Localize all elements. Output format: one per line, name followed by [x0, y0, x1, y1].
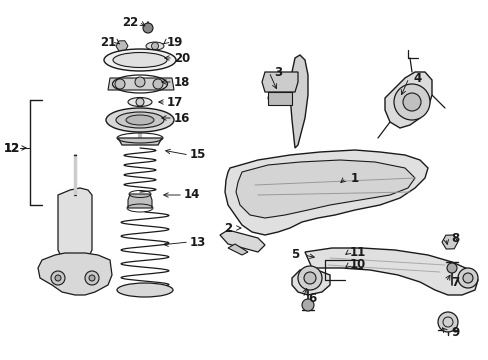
Text: 5: 5	[290, 248, 299, 261]
Text: 22: 22	[122, 15, 138, 28]
Text: 6: 6	[307, 292, 315, 305]
Text: 11: 11	[349, 246, 366, 258]
Polygon shape	[291, 248, 477, 295]
Circle shape	[437, 312, 457, 332]
Circle shape	[284, 94, 291, 102]
Text: 16: 16	[173, 112, 190, 125]
Circle shape	[142, 23, 153, 33]
Text: 19: 19	[166, 36, 183, 49]
Ellipse shape	[106, 108, 174, 132]
Circle shape	[89, 275, 95, 281]
Text: 4: 4	[413, 72, 421, 85]
Text: 12: 12	[4, 141, 20, 154]
Ellipse shape	[128, 98, 152, 107]
Text: 2: 2	[224, 221, 232, 234]
Circle shape	[51, 271, 65, 285]
Polygon shape	[58, 188, 92, 262]
Circle shape	[136, 98, 143, 106]
Text: 10: 10	[349, 258, 366, 271]
Text: 3: 3	[273, 66, 282, 78]
Polygon shape	[267, 92, 291, 105]
Circle shape	[118, 42, 126, 50]
Circle shape	[393, 84, 429, 120]
Ellipse shape	[104, 49, 176, 71]
Circle shape	[153, 79, 163, 89]
Text: 17: 17	[166, 95, 183, 108]
Circle shape	[115, 79, 125, 89]
Polygon shape	[118, 138, 162, 145]
Text: 14: 14	[183, 189, 200, 202]
Circle shape	[462, 273, 472, 283]
Circle shape	[446, 263, 456, 273]
Text: 13: 13	[189, 235, 206, 248]
Text: 15: 15	[189, 148, 206, 162]
Circle shape	[151, 42, 158, 49]
Text: 9: 9	[450, 325, 458, 338]
Polygon shape	[236, 160, 414, 218]
Ellipse shape	[146, 42, 163, 50]
Text: 7: 7	[450, 275, 458, 288]
Polygon shape	[38, 253, 112, 295]
Polygon shape	[220, 230, 264, 252]
Text: 21: 21	[100, 36, 116, 49]
Circle shape	[135, 77, 145, 87]
Circle shape	[402, 93, 420, 111]
Text: 8: 8	[450, 231, 458, 244]
Ellipse shape	[116, 112, 163, 128]
Circle shape	[85, 271, 99, 285]
Text: 18: 18	[173, 76, 190, 89]
Circle shape	[304, 272, 315, 284]
Polygon shape	[289, 55, 307, 148]
Circle shape	[55, 275, 61, 281]
Text: 1: 1	[350, 171, 358, 184]
Polygon shape	[128, 194, 152, 208]
Circle shape	[297, 266, 321, 290]
Polygon shape	[384, 72, 431, 128]
Circle shape	[267, 94, 275, 102]
Circle shape	[302, 299, 313, 311]
Ellipse shape	[126, 115, 154, 125]
Circle shape	[457, 268, 477, 288]
Text: 20: 20	[174, 51, 190, 64]
Ellipse shape	[117, 283, 173, 297]
Polygon shape	[224, 150, 427, 235]
Ellipse shape	[113, 53, 167, 68]
Polygon shape	[108, 78, 174, 90]
Polygon shape	[227, 244, 247, 255]
Circle shape	[443, 236, 455, 248]
Polygon shape	[262, 72, 297, 92]
Text: 12: 12	[4, 141, 20, 154]
